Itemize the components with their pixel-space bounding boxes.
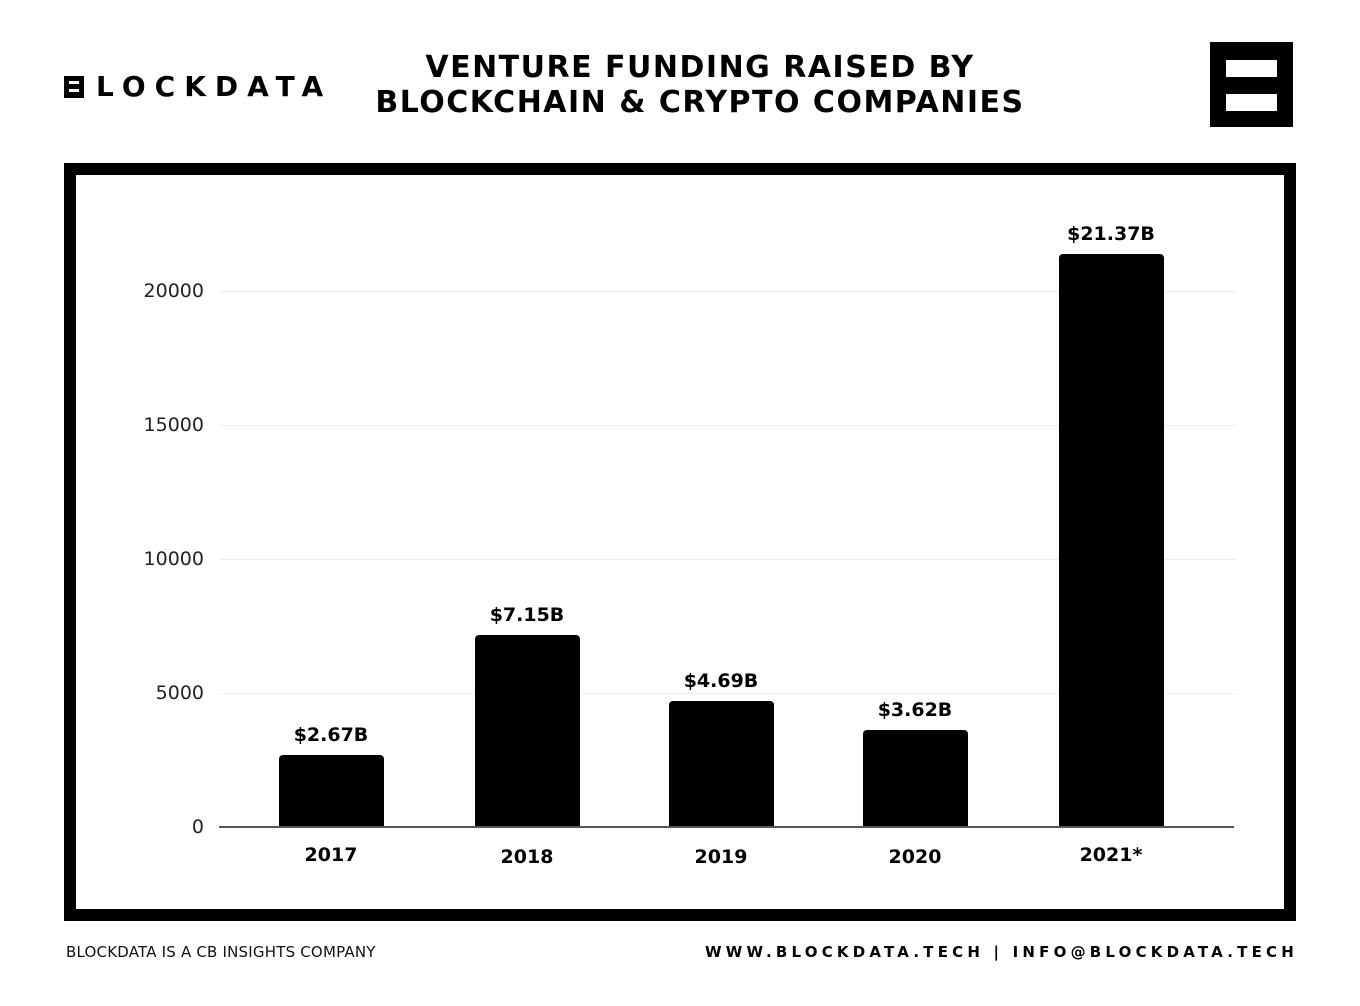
logo: LOCKDATA <box>64 72 332 102</box>
mark-slot <box>1226 94 1277 111</box>
blockdata-mark-icon <box>1210 42 1293 127</box>
chart-title: VENTURE FUNDING RAISED BY BLOCKCHAIN & C… <box>340 50 1060 120</box>
logo-text: LOCKDATA <box>96 70 333 103</box>
chart-title-line-2: BLOCKCHAIN & CRYPTO COMPANIES <box>375 85 1025 120</box>
footer-contact: WWW.BLOCKDATA.TECH | INFO@BLOCKDATA.TECH <box>704 943 1298 961</box>
mark-slot <box>1226 60 1277 77</box>
logo-mark-icon <box>64 76 84 98</box>
chart-title-line-1: VENTURE FUNDING RAISED BY <box>425 50 975 85</box>
footer-company-note: BLOCKDATA IS A CB INSIGHTS COMPANY <box>66 943 376 961</box>
chart-frame <box>64 163 1296 921</box>
